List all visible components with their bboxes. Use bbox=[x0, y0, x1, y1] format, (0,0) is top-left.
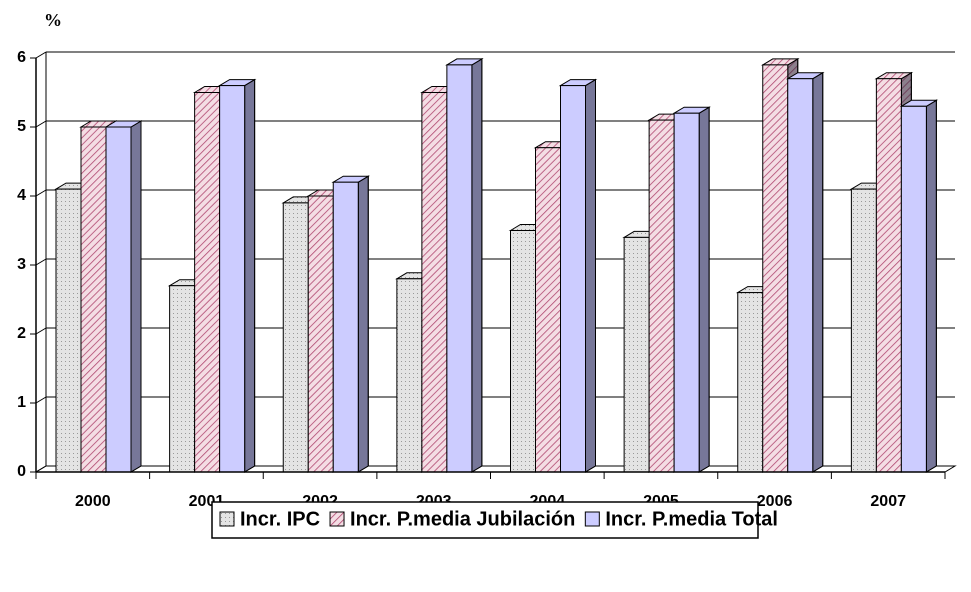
bar bbox=[850, 188, 877, 473]
bar bbox=[560, 85, 586, 473]
y-tick-label: 4 bbox=[17, 187, 26, 204]
bar-group bbox=[508, 78, 598, 473]
bar-side-shade bbox=[585, 78, 596, 473]
x-tick-label: 2006 bbox=[757, 493, 793, 510]
bar-group bbox=[849, 71, 939, 473]
x-tick-label: 2007 bbox=[870, 493, 906, 510]
legend-label: Incr. IPC bbox=[240, 508, 320, 530]
bar-side-shade bbox=[244, 78, 256, 473]
y-tick-label: 6 bbox=[17, 49, 26, 66]
bar bbox=[446, 64, 473, 473]
bar bbox=[219, 85, 246, 473]
legend-label: Incr. P.media Total bbox=[605, 508, 778, 530]
bar-side-shade bbox=[471, 58, 483, 473]
bar-group bbox=[167, 78, 257, 473]
bar bbox=[194, 92, 221, 473]
y-tick-label: 3 bbox=[17, 256, 26, 273]
bar bbox=[282, 202, 309, 473]
plot-area: 012345620002001200220032004200520062007 bbox=[17, 49, 957, 510]
bar bbox=[169, 285, 196, 473]
bar bbox=[762, 64, 789, 473]
bar bbox=[421, 92, 448, 473]
grid-depth bbox=[35, 189, 47, 197]
bar bbox=[623, 236, 650, 473]
bar-group bbox=[281, 175, 371, 473]
bar bbox=[307, 195, 334, 473]
y-tick-label: 5 bbox=[17, 118, 26, 135]
bar-side-shade bbox=[698, 106, 710, 473]
bar bbox=[535, 147, 561, 473]
grid-depth bbox=[35, 120, 47, 128]
bar-group bbox=[395, 58, 484, 473]
bar bbox=[55, 188, 82, 473]
bar bbox=[80, 126, 107, 473]
bar-side-shade bbox=[925, 99, 937, 473]
bar-side-shade bbox=[812, 71, 824, 473]
bar bbox=[900, 105, 927, 473]
legend-box bbox=[211, 501, 759, 539]
bar bbox=[875, 78, 902, 473]
bar bbox=[787, 78, 814, 473]
bar-side-shade bbox=[357, 175, 369, 473]
bar-group bbox=[735, 58, 825, 473]
y-axis-label: % bbox=[44, 10, 62, 30]
y-tick-label: 0 bbox=[17, 463, 26, 480]
bar bbox=[105, 126, 132, 473]
bar bbox=[737, 292, 764, 473]
legend-swatch bbox=[329, 511, 345, 527]
bar bbox=[396, 278, 423, 473]
bar bbox=[673, 112, 700, 473]
bar bbox=[332, 181, 359, 473]
grid-depth bbox=[35, 465, 47, 473]
legend: Incr. IPC Incr. P.media Jubilación Incr. P… bbox=[219, 508, 778, 530]
legend-swatch bbox=[219, 511, 235, 527]
y-tick-label: 2 bbox=[17, 325, 26, 342]
bar bbox=[510, 230, 536, 473]
bar bbox=[648, 119, 675, 473]
x-tick-label: 2000 bbox=[75, 493, 111, 510]
legend-swatch bbox=[584, 511, 600, 527]
y-tick-label: 1 bbox=[17, 394, 26, 411]
bar-group bbox=[54, 120, 143, 473]
grid-depth bbox=[35, 258, 47, 266]
bar-side-shade bbox=[130, 120, 142, 473]
grid-depth bbox=[35, 396, 47, 404]
grid-depth bbox=[35, 51, 47, 59]
grid-depth bbox=[35, 327, 47, 335]
legend-label: Incr. P.media Jubilación bbox=[350, 508, 575, 530]
bar-group bbox=[622, 106, 711, 473]
